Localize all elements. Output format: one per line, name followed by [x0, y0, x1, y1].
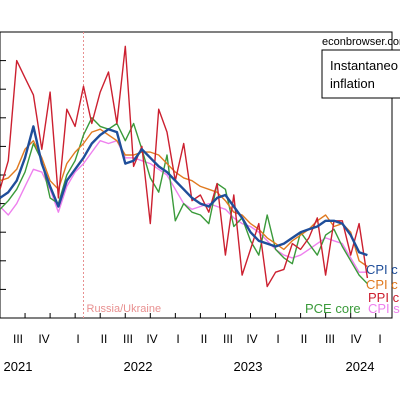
quarter-label: III — [325, 332, 335, 346]
quarter-label: I — [378, 332, 381, 346]
quarter-labels: III IV I II III IV I II III IV I II III IV I — [13, 332, 382, 346]
y-axis-ticks — [0, 60, 6, 290]
year-labels: 2021 2022 2023 2024 — [4, 359, 375, 374]
year-label: 2024 — [346, 359, 375, 374]
series-lines — [0, 45, 369, 288]
quarter-label: I — [76, 332, 79, 346]
series-label-ppi: PPI c — [368, 290, 400, 305]
quarter-label: II — [301, 332, 308, 346]
quarter-label: IV — [246, 332, 257, 346]
series-line-ppi — [0, 45, 369, 288]
legend-box — [321, 49, 400, 99]
series-label-cpi_c_orange: CPI c — [366, 277, 398, 292]
legend-title-line-2: inflation — [330, 76, 375, 91]
quarter-label: III — [13, 332, 23, 346]
series-line-cpi_core — [0, 125, 368, 257]
legend-title-line-1: Instantaneo — [330, 58, 398, 73]
quarter-label: IV — [38, 332, 49, 346]
quarter-label: IV — [146, 332, 157, 346]
quarter-label: II — [101, 332, 108, 346]
russia-ukraine-label: Russia/Ukraine — [87, 303, 162, 315]
series-label-pce_core: PCE core — [305, 301, 361, 316]
quarter-label: III — [123, 332, 133, 346]
quarter-label: I — [276, 332, 279, 346]
year-label: 2022 — [124, 359, 153, 374]
series-label-cpi_core: CPI c — [366, 262, 398, 277]
x-axis-ticks — [0, 313, 377, 318]
quarter-label: IV — [350, 332, 361, 346]
quarter-label: I — [176, 332, 179, 346]
watermark-text: econbrowser.com — [322, 36, 400, 48]
series-label-cpi_s: CPI s — [368, 301, 400, 316]
quarter-label: III — [223, 332, 233, 346]
year-label: 2021 — [4, 359, 33, 374]
plot-frame — [0, 31, 393, 319]
year-label: 2023 — [234, 359, 263, 374]
quarter-label: II — [201, 332, 208, 346]
